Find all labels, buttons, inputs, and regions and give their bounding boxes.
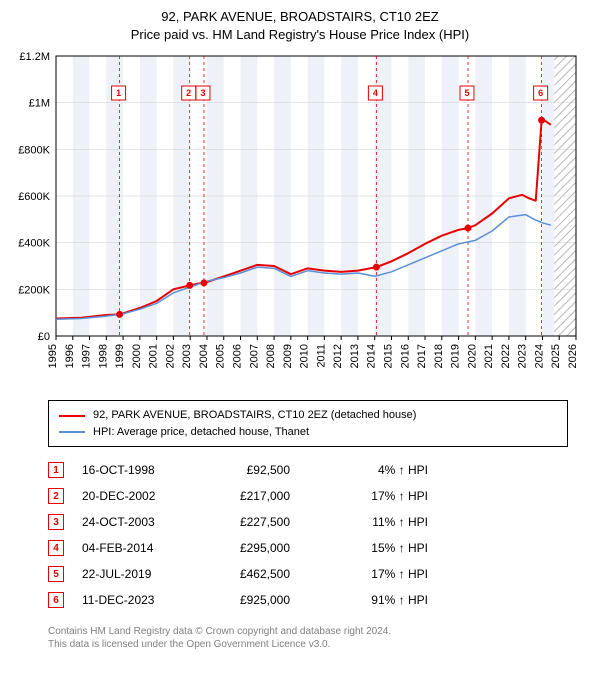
y-tick-label: £0 (38, 331, 50, 343)
y-tick-label: £400K (18, 238, 50, 250)
footer-line2: This data is licensed under the Open Gov… (48, 638, 588, 651)
sale-number-box: 6 (48, 592, 64, 608)
x-tick-label: 2022 (500, 344, 512, 368)
x-tick-label: 2003 (181, 344, 193, 368)
sale-row: 3 24-OCT-2003 £227,500 11% ↑ HPI (48, 509, 588, 535)
chart-svg: £0 £200K £400K £600K £800K £1M £1.2M 1995 1996 19… (12, 50, 588, 390)
x-tick-label: 1999 (114, 344, 126, 368)
sale-marker-num: 6 (538, 88, 543, 98)
x-tick-label: 2008 (265, 344, 277, 368)
legend-row: HPI: Average price, detached house, Than… (59, 424, 557, 441)
sale-row: 2 20-DEC-2002 £217,000 17% ↑ HPI (48, 483, 588, 509)
x-tick-label: 2002 (164, 344, 176, 368)
sale-date: 04-FEB-2014 (82, 541, 192, 555)
sale-pct: 4% ↑ HPI (308, 463, 428, 477)
legend-swatch (59, 431, 85, 433)
chart-container: 92, PARK AVENUE, BROADSTAIRS, CT10 2EZ P… (0, 0, 600, 659)
sale-pct: 11% ↑ HPI (308, 515, 428, 529)
sale-marker-num: 2 (186, 88, 191, 98)
sale-marker-num: 4 (373, 88, 378, 98)
sale-row: 6 11-DEC-2023 £925,000 91% ↑ HPI (48, 587, 588, 613)
x-tick-label: 2020 (466, 344, 478, 368)
sale-dot (186, 282, 193, 289)
legend-label: HPI: Average price, detached house, Than… (93, 424, 309, 441)
y-tick-label: £600K (18, 191, 50, 203)
x-tick-label: 2018 (433, 344, 445, 368)
x-tick-label: 2026 (567, 344, 579, 368)
sales-table: 1 16-OCT-1998 £92,500 4% ↑ HPI 2 20-DEC-2002 £… (48, 457, 588, 613)
sale-date: 22-JUL-2019 (82, 567, 192, 581)
sale-pct: 17% ↑ HPI (308, 489, 428, 503)
sale-dot (200, 280, 207, 287)
sale-pct: 91% ↑ HPI (308, 593, 428, 607)
y-tick-label: £800K (18, 145, 50, 157)
sale-row: 1 16-OCT-1998 £92,500 4% ↑ HPI (48, 457, 588, 483)
sale-dot (538, 117, 545, 124)
footer-line1: Contains HM Land Registry data © Crown c… (48, 625, 588, 638)
x-tick-label: 2005 (215, 344, 227, 368)
sale-price: £227,500 (210, 515, 290, 529)
y-tick-label: £200K (18, 285, 50, 297)
legend-row: 92, PARK AVENUE, BROADSTAIRS, CT10 2EZ (… (59, 407, 557, 424)
chart: £0 £200K £400K £600K £800K £1M £1.2M 1995 1996 19… (12, 50, 588, 390)
x-tick-label: 2024 (533, 344, 545, 368)
sale-dot (373, 264, 380, 271)
legend-swatch (59, 415, 85, 417)
sale-row: 5 22-JUL-2019 £462,500 17% ↑ HPI (48, 561, 588, 587)
sale-date: 11-DEC-2023 (82, 593, 192, 607)
x-tick-label: 1997 (81, 344, 93, 368)
y-tick-label: £1M (29, 98, 50, 110)
x-tick-label: 2004 (198, 344, 210, 368)
sale-marker-num: 1 (116, 88, 121, 98)
sale-date: 24-OCT-2003 (82, 515, 192, 529)
sale-marker-num: 5 (464, 88, 469, 98)
x-tick-label: 2023 (517, 344, 529, 368)
sale-price: £92,500 (210, 463, 290, 477)
footer: Contains HM Land Registry data © Crown c… (48, 625, 588, 651)
x-tick-label: 2014 (366, 344, 378, 368)
sale-dot (464, 225, 471, 232)
sale-row: 4 04-FEB-2014 £295,000 15% ↑ HPI (48, 535, 588, 561)
sale-number-box: 1 (48, 462, 64, 478)
x-tick-label: 1996 (64, 344, 76, 368)
sale-date: 16-OCT-1998 (82, 463, 192, 477)
x-tick-label: 2016 (399, 344, 411, 368)
x-tick-label: 2009 (282, 344, 294, 368)
sale-price: £925,000 (210, 593, 290, 607)
x-tick-label: 2019 (450, 344, 462, 368)
sale-number-box: 3 (48, 514, 64, 530)
title-subtitle: Price paid vs. HM Land Registry's House … (12, 26, 588, 44)
sale-number-box: 5 (48, 566, 64, 582)
x-tick-label: 2025 (550, 344, 562, 368)
sale-pct: 17% ↑ HPI (308, 567, 428, 581)
sale-price: £462,500 (210, 567, 290, 581)
x-tick-label: 2021 (483, 344, 495, 368)
sale-pct: 15% ↑ HPI (308, 541, 428, 555)
title-address: 92, PARK AVENUE, BROADSTAIRS, CT10 2EZ (12, 8, 588, 26)
x-tick-label: 2000 (131, 344, 143, 368)
x-tick-label: 2011 (315, 344, 327, 368)
sale-price: £295,000 (210, 541, 290, 555)
sale-date: 20-DEC-2002 (82, 489, 192, 503)
y-tick-label: £1.2M (19, 51, 50, 63)
x-tick-label: 2015 (382, 344, 394, 368)
legend: 92, PARK AVENUE, BROADSTAIRS, CT10 2EZ (… (48, 400, 568, 447)
sale-number-box: 4 (48, 540, 64, 556)
x-tick-label: 2006 (232, 344, 244, 368)
x-tick-label: 2017 (416, 344, 428, 368)
x-tick-label: 1995 (47, 344, 59, 368)
title-block: 92, PARK AVENUE, BROADSTAIRS, CT10 2EZ P… (12, 8, 588, 44)
x-tick-label: 2013 (349, 344, 361, 368)
sale-price: £217,000 (210, 489, 290, 503)
x-tick-label: 2012 (332, 344, 344, 368)
x-tick-label: 2010 (299, 344, 311, 368)
sale-marker-num: 3 (200, 88, 205, 98)
x-tick-label: 2007 (248, 344, 260, 368)
sale-number-box: 2 (48, 488, 64, 504)
legend-label: 92, PARK AVENUE, BROADSTAIRS, CT10 2EZ (… (93, 407, 416, 424)
x-tick-label: 2001 (148, 344, 160, 368)
sale-dot (116, 311, 123, 318)
x-tick-label: 1998 (97, 344, 109, 368)
